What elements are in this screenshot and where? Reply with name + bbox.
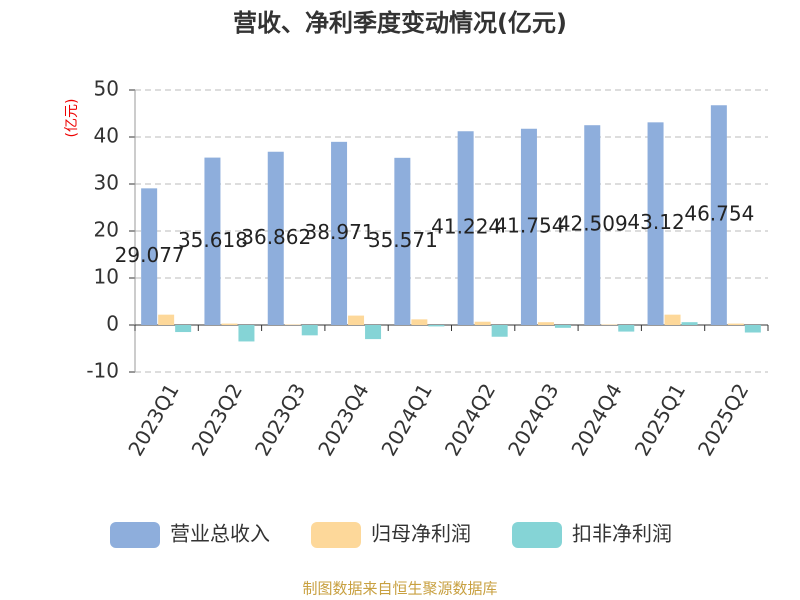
legend-label: 营业总收入 bbox=[170, 522, 270, 546]
x-tick-label: 2025Q2 bbox=[693, 379, 753, 460]
x-tick-label: 2023Q1 bbox=[123, 379, 183, 460]
bar bbox=[537, 322, 554, 325]
bar bbox=[457, 131, 474, 325]
bar bbox=[301, 325, 318, 336]
bar bbox=[348, 315, 365, 325]
bar bbox=[727, 323, 744, 325]
bar bbox=[710, 105, 727, 326]
data-label: 41.754 bbox=[494, 213, 564, 237]
legend-label: 归母净利润 bbox=[371, 522, 471, 546]
data-label: 35.618 bbox=[178, 228, 248, 252]
y-tick-label: 0 bbox=[106, 312, 119, 336]
x-tick-label: 2024Q3 bbox=[503, 379, 563, 460]
x-tick-label: 2023Q2 bbox=[187, 379, 247, 460]
bar bbox=[554, 325, 571, 328]
y-tick-label: 40 bbox=[94, 124, 119, 148]
data-label: 46.754 bbox=[684, 202, 754, 226]
bar bbox=[267, 151, 284, 325]
data-label: 29.077 bbox=[115, 243, 185, 267]
bar bbox=[394, 157, 411, 325]
bar bbox=[474, 321, 491, 325]
x-tick-label: 2023Q4 bbox=[313, 379, 373, 460]
legend-swatch bbox=[512, 522, 562, 548]
bar bbox=[158, 314, 175, 325]
bar bbox=[411, 319, 428, 325]
bar bbox=[664, 314, 681, 325]
bar bbox=[141, 188, 158, 325]
x-tick-label: 2024Q2 bbox=[440, 379, 500, 460]
bar bbox=[520, 128, 537, 325]
x-tick-label: 2024Q4 bbox=[566, 379, 626, 460]
data-label: 35.571 bbox=[368, 228, 438, 252]
data-label: 41.224 bbox=[431, 215, 501, 239]
x-tick-label: 2024Q1 bbox=[376, 379, 436, 460]
y-tick-label: 50 bbox=[94, 77, 119, 101]
bar bbox=[491, 325, 508, 337]
y-tick-label: 10 bbox=[94, 265, 119, 289]
chart-title: 营收、净利季度变动情况(亿元) bbox=[233, 9, 567, 37]
bar bbox=[681, 322, 698, 325]
bar bbox=[618, 325, 635, 332]
bar bbox=[221, 323, 238, 325]
y-tick-label: 30 bbox=[94, 171, 119, 195]
y-tick-label: 20 bbox=[94, 218, 119, 242]
bar bbox=[744, 325, 761, 333]
bar bbox=[365, 325, 382, 340]
legend-label: 扣非净利润 bbox=[572, 522, 672, 546]
x-tick-label: 2025Q1 bbox=[630, 379, 690, 460]
source-note: 制图数据来自恒生聚源数据库 bbox=[302, 580, 497, 598]
bar bbox=[331, 141, 348, 325]
bar bbox=[647, 122, 664, 325]
legend-swatch bbox=[110, 522, 160, 548]
legend-swatch bbox=[311, 522, 361, 548]
data-label: 38.971 bbox=[305, 220, 375, 244]
data-label: 43.12 bbox=[627, 210, 684, 234]
data-label: 36.862 bbox=[241, 225, 311, 249]
bar bbox=[428, 325, 445, 327]
bar bbox=[175, 325, 192, 333]
data-label: 42.509 bbox=[558, 212, 628, 236]
x-tick-label: 2023Q3 bbox=[250, 379, 310, 460]
bar bbox=[204, 157, 221, 325]
bar bbox=[584, 125, 601, 325]
y-tick-label: -10 bbox=[86, 359, 119, 383]
bar bbox=[238, 325, 255, 342]
y-axis-label: (亿元) bbox=[64, 99, 80, 138]
